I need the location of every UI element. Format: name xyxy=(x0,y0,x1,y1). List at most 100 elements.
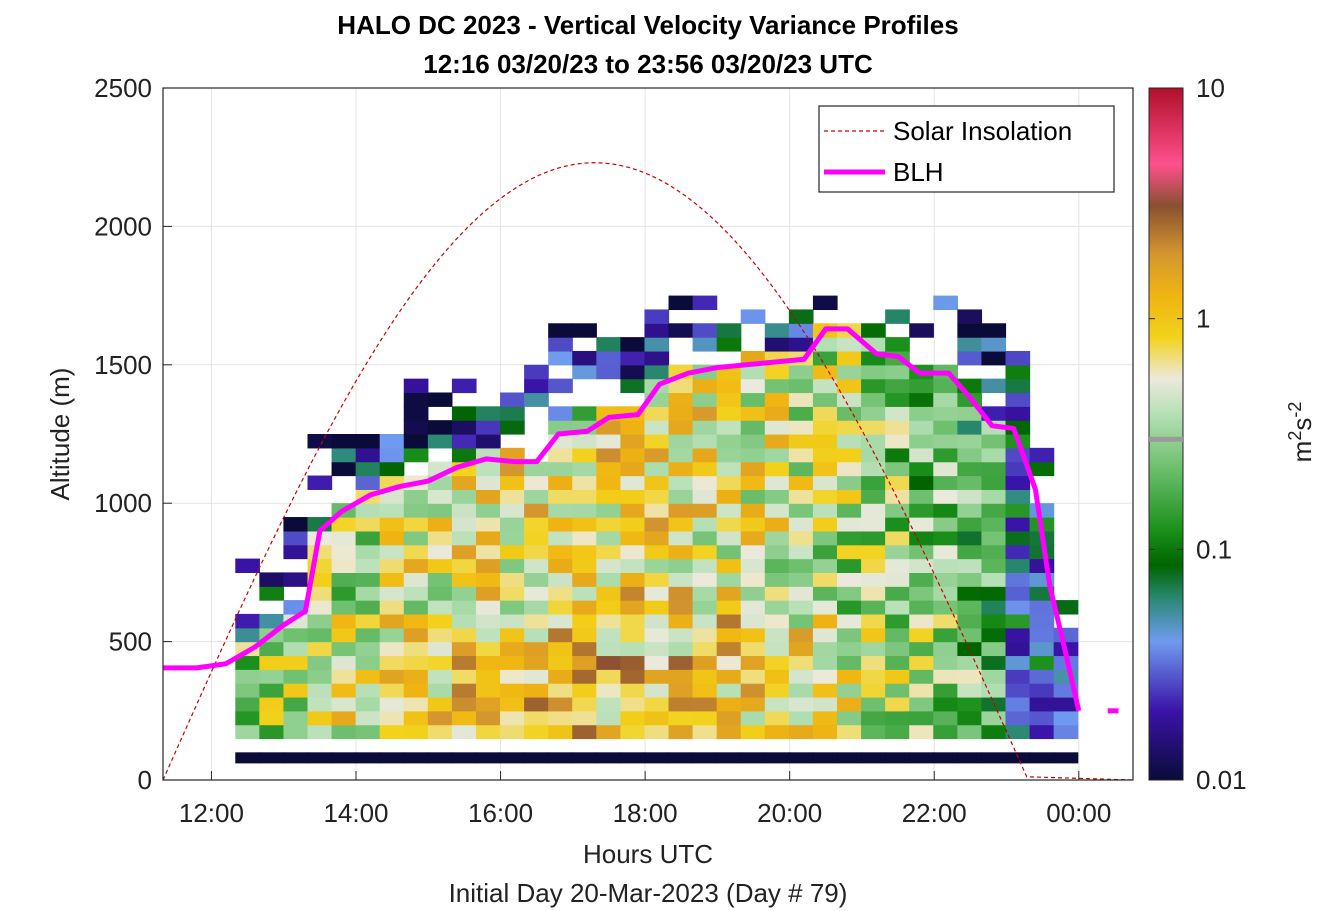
heatmap-cell xyxy=(572,350,597,366)
heatmap-cell xyxy=(716,503,742,518)
heatmap-cell xyxy=(403,627,429,643)
heatmap-cell xyxy=(500,572,525,587)
heatmap-cell xyxy=(981,641,1007,657)
heatmap-cell xyxy=(981,378,1007,394)
heatmap-cell xyxy=(644,586,670,601)
heatmap-cell xyxy=(451,503,477,518)
heatmap-cell xyxy=(475,434,501,449)
heatmap-cell xyxy=(764,683,790,698)
heatmap-cell xyxy=(1005,641,1031,657)
heatmap-cell xyxy=(764,696,790,712)
heatmap-cell xyxy=(379,530,405,546)
heatmap-cell xyxy=(500,558,525,573)
heatmap-cell xyxy=(909,600,934,615)
heatmap-cell xyxy=(885,710,910,726)
heatmap-cell xyxy=(500,710,525,726)
heatmap-cell xyxy=(403,517,429,532)
heatmap-cell xyxy=(1005,655,1031,670)
heatmap-cell xyxy=(475,696,501,712)
heatmap-cell xyxy=(957,517,983,532)
heatmap-cell xyxy=(837,683,862,698)
heatmap-cell xyxy=(355,586,381,601)
heatmap-cell xyxy=(716,406,742,421)
heatmap-cell xyxy=(644,461,670,477)
heatmap-cell xyxy=(957,724,983,740)
heatmap-cell-lowest xyxy=(1053,752,1079,764)
heatmap-cell xyxy=(644,503,670,518)
heatmap-cell xyxy=(475,530,501,546)
heatmap-cell xyxy=(644,309,670,324)
heatmap-cell xyxy=(909,586,934,601)
heatmap-cell xyxy=(909,406,934,421)
heatmap-cell xyxy=(981,710,1007,726)
heatmap-cell xyxy=(692,447,718,463)
heatmap-cell-lowest xyxy=(548,752,573,764)
heatmap-cell xyxy=(596,572,621,587)
heatmap-cell xyxy=(981,655,1007,670)
heatmap-cell xyxy=(812,669,838,684)
heatmap-cell xyxy=(740,364,766,380)
heatmap-cell xyxy=(885,461,910,477)
heatmap-cell xyxy=(788,309,814,324)
heatmap-cell xyxy=(644,683,670,698)
heatmap-cell xyxy=(1053,710,1079,726)
heatmap-cell xyxy=(957,530,983,546)
heatmap-cell xyxy=(283,627,309,643)
heatmap-cell xyxy=(572,655,597,670)
heatmap-cell-lowest xyxy=(788,752,814,764)
heatmap-cell xyxy=(933,613,958,629)
heatmap-cell xyxy=(331,613,357,629)
heatmap-cell xyxy=(644,530,670,546)
heatmap-cell xyxy=(788,378,814,394)
heatmap-cell xyxy=(788,655,814,670)
heatmap-cell xyxy=(668,392,694,407)
heatmap-cell xyxy=(692,517,718,532)
heatmap-cell xyxy=(1053,600,1079,615)
heatmap-cell xyxy=(861,461,886,477)
heatmap-cell xyxy=(475,627,501,643)
heatmap-cell xyxy=(933,558,958,573)
heatmap-cell xyxy=(235,613,260,629)
heatmap-cell xyxy=(307,655,333,670)
heatmap-cell xyxy=(524,600,549,615)
heatmap-cell xyxy=(981,447,1007,463)
heatmap-cell xyxy=(307,696,333,712)
heatmap-cell xyxy=(957,600,983,615)
heatmap-cell xyxy=(475,572,501,587)
heatmap-cell xyxy=(692,420,718,435)
heatmap-cell xyxy=(524,696,549,712)
heatmap-cell xyxy=(692,683,718,698)
heatmap-cell xyxy=(1029,600,1055,615)
heatmap-cell xyxy=(764,710,790,726)
heatmap-cell xyxy=(331,544,357,560)
heatmap-cell xyxy=(788,724,814,740)
colorbar-label: m2s-2 xyxy=(1285,402,1317,463)
blh-line xyxy=(163,326,1082,712)
heatmap-cell xyxy=(668,586,694,601)
heatmap-cell xyxy=(668,669,694,684)
heatmap-cell xyxy=(933,669,958,684)
heatmap-cell xyxy=(933,489,958,504)
heatmap-cell xyxy=(740,586,766,601)
heatmap-cell xyxy=(764,475,790,490)
heatmap-cell xyxy=(427,655,453,670)
heatmap-cell xyxy=(451,406,477,421)
heatmap-cell xyxy=(1005,600,1031,615)
heatmap-cell xyxy=(475,406,501,421)
heatmap-cell xyxy=(283,683,309,698)
heatmap-cell xyxy=(812,600,838,615)
heatmap-cell xyxy=(500,392,525,407)
heatmap-cell xyxy=(716,378,742,394)
heatmap-cell xyxy=(451,683,477,698)
heatmap-cell xyxy=(668,655,694,670)
heatmap-cell xyxy=(740,309,766,324)
heatmap-cell xyxy=(668,323,694,338)
heatmap-cell xyxy=(259,669,285,684)
heatmap-cell xyxy=(379,724,405,740)
heatmap-cell xyxy=(692,406,718,421)
heatmap-cell xyxy=(933,295,958,311)
heatmap-cell xyxy=(1005,724,1031,740)
colorbar-tick-label: 1 xyxy=(1196,304,1210,334)
legend: Solar Insolation BLH xyxy=(818,105,1115,193)
